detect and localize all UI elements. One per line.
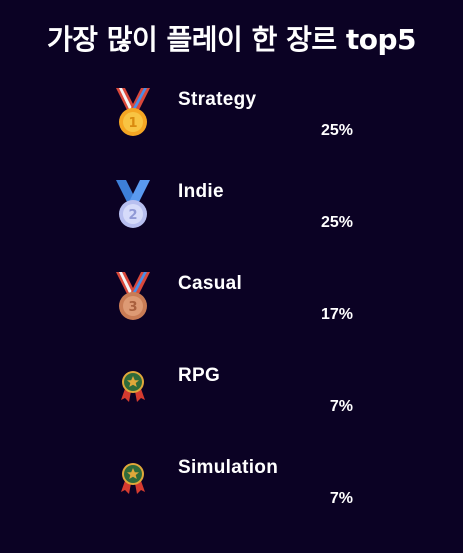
- gold-medal-icon: 1: [108, 86, 158, 142]
- green-award-icon: [108, 362, 158, 418]
- genre-item-simulation: Simulation 7%: [0, 454, 463, 514]
- genre-item-strategy: 1 Strategy 25%: [0, 86, 463, 146]
- page-title: 가장 많이 플레이 한 장르 top5: [47, 23, 417, 56]
- genre-name: Strategy: [178, 89, 257, 110]
- genre-item-casual: 3 Casual 17%: [0, 270, 463, 330]
- genre-item-indie: 2 Indie 25%: [0, 178, 463, 238]
- genre-percent: 17%: [320, 306, 353, 323]
- genre-percent: 7%: [329, 398, 353, 415]
- svg-text:3: 3: [128, 300, 137, 315]
- genre-item-rpg: RPG 7%: [0, 362, 463, 422]
- silver-medal-icon: 2: [108, 178, 158, 234]
- green-award-icon: [108, 454, 158, 510]
- genre-name: RPG: [178, 365, 221, 386]
- svg-text:1: 1: [128, 116, 137, 131]
- genre-percent: 7%: [329, 490, 353, 507]
- bronze-medal-icon: 3: [108, 270, 158, 326]
- svg-text:2: 2: [128, 208, 137, 223]
- genre-percent: 25%: [320, 214, 353, 231]
- genre-name: Indie: [178, 181, 224, 202]
- genre-percent: 25%: [320, 122, 353, 139]
- genre-name: Simulation: [178, 457, 279, 478]
- genre-name: Casual: [178, 273, 243, 294]
